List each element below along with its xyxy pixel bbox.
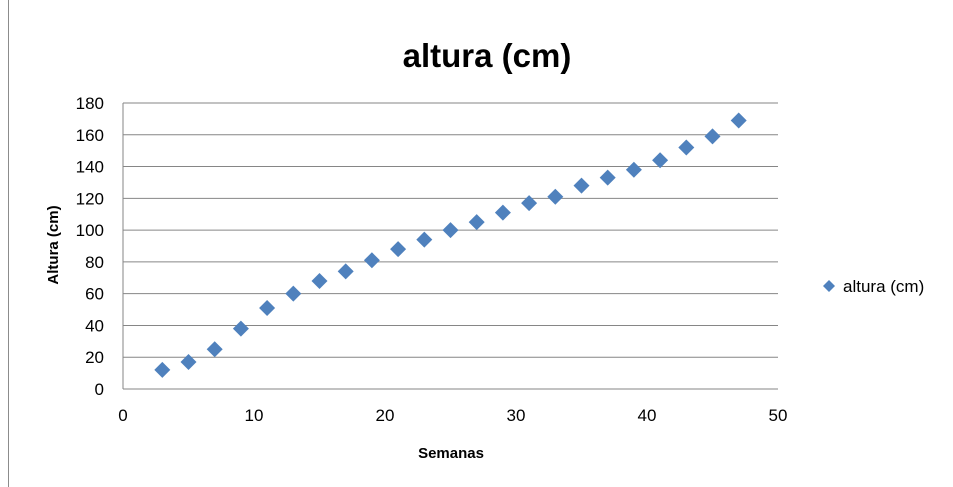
data-point [730, 112, 747, 129]
y-tick-label: 180 [76, 94, 104, 113]
y-axis-title: Altura (cm) [45, 205, 62, 284]
y-tick-labels: 0 20 40 60 80 100 120 140 160 180 [76, 94, 104, 399]
data-point [625, 161, 642, 178]
data-point [704, 128, 721, 145]
y-tick-label: 100 [76, 221, 104, 240]
data-point [206, 341, 223, 358]
y-tick-label: 60 [85, 285, 104, 304]
x-tick-label: 10 [245, 406, 264, 425]
data-point [232, 320, 249, 337]
x-tick-labels: 0 10 20 30 40 50 [118, 406, 787, 425]
x-tick-label: 20 [376, 406, 395, 425]
y-tick-label: 160 [76, 126, 104, 145]
data-point [678, 139, 695, 156]
data-point [652, 152, 669, 169]
data-point [547, 188, 564, 205]
y-tick-label: 120 [76, 189, 104, 208]
data-point [416, 231, 433, 248]
data-point [468, 214, 485, 231]
data-point [363, 252, 380, 269]
data-point [442, 222, 459, 239]
chart-title: altura (cm) [403, 37, 572, 74]
data-point [311, 272, 328, 289]
y-tick-label: 140 [76, 158, 104, 177]
data-point [390, 241, 407, 258]
data-points [154, 112, 747, 378]
y-tick-label: 80 [85, 253, 104, 272]
data-point [285, 285, 302, 302]
legend: altura (cm) [823, 277, 924, 296]
legend-label: altura (cm) [843, 277, 924, 296]
y-tick-label: 20 [85, 348, 104, 367]
x-tick-label: 50 [769, 406, 788, 425]
data-point [599, 169, 616, 186]
legend-marker-icon [823, 280, 835, 292]
x-tick-label: 40 [638, 406, 657, 425]
chart-frame [8, 0, 953, 487]
data-point [180, 353, 197, 370]
data-point [521, 195, 538, 212]
data-point [154, 361, 171, 378]
data-point [494, 204, 511, 221]
gridlines [122, 102, 778, 390]
x-tick-label: 0 [118, 406, 127, 425]
data-point [259, 299, 276, 316]
data-point [573, 177, 590, 194]
x-tick-label: 30 [507, 406, 526, 425]
x-axis-title: Semanas [418, 445, 484, 462]
data-point [337, 263, 354, 280]
y-tick-label: 0 [95, 380, 104, 399]
y-tick-label: 40 [85, 316, 104, 335]
